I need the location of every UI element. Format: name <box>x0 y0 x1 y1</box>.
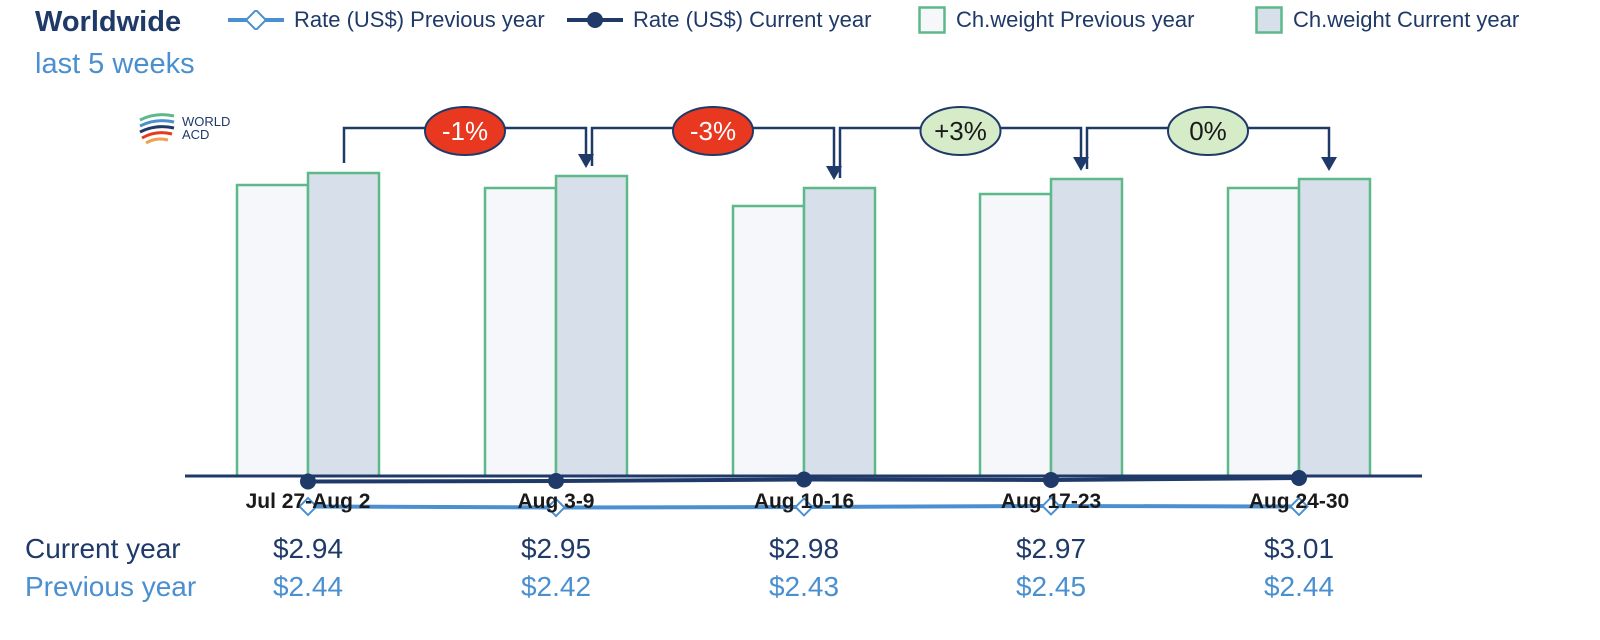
bar-weight-current <box>1297 177 1372 478</box>
bar-weight-previous <box>731 204 806 478</box>
logo-text-acd: ACD <box>182 127 210 142</box>
x-tick-labels: Jul 27-Aug 2 Aug 3-9 Aug 10-16 Aug 17-23 Aug… <box>246 490 1350 513</box>
change-badge-label: +3% <box>934 116 987 146</box>
point-rate-previous <box>1289 496 1309 517</box>
bar-weight-current <box>554 174 629 478</box>
chart-title: Worldwide <box>35 6 182 38</box>
bar-layer <box>235 171 1372 478</box>
rate-previous-value: $2.44 <box>1263 571 1335 602</box>
point-rate-current <box>1291 470 1307 486</box>
down-arrow-icon <box>1321 157 1337 171</box>
legend-label: Rate (US$) Current year <box>633 7 872 32</box>
bar-swatch-icon <box>918 6 946 34</box>
bar-weight-previous <box>1226 186 1301 478</box>
point-rate-previous <box>546 497 566 518</box>
change-badge-label: -3% <box>690 116 736 146</box>
rate-current-value: $3.01 <box>1263 533 1335 564</box>
x-tick-label: Aug 10-16 <box>754 490 854 513</box>
change-bracket-layer: -1% -3% +3% 0% <box>342 106 1337 180</box>
point-rate-previous <box>794 497 814 517</box>
line-circle-marker-icon <box>567 12 623 28</box>
row-label-previous-year: Previous year <box>25 571 197 602</box>
point-rate-current <box>1043 472 1059 488</box>
down-arrow-icon <box>826 166 842 180</box>
world-acd-logo-icon <box>139 113 175 145</box>
bar-weight-previous <box>483 186 558 478</box>
change-badge <box>672 106 754 156</box>
down-arrow-icon <box>1073 157 1089 171</box>
bar-swatch-icon <box>1255 6 1283 34</box>
x-tick-label: Jul 27-Aug 2 <box>246 490 371 513</box>
bar-weight-current <box>306 171 381 478</box>
change-badge-label: -1% <box>442 116 488 146</box>
rate-previous-value: $2.45 <box>1015 571 1087 602</box>
x-tick-label: Aug 3-9 <box>517 490 594 513</box>
legend-item-rate-current: Rate (US$) Current year <box>567 6 871 34</box>
combo-chart: -1% -3% +3% 0% Jul 27-Aug 2 Aug 3-9 Aug 10-16… <box>185 106 1422 518</box>
change-badge <box>919 106 1002 156</box>
point-rate-previous <box>298 496 318 517</box>
bar-weight-current <box>1049 177 1124 478</box>
line-layer <box>298 470 1309 518</box>
logo-text-world: WORLD <box>182 114 231 129</box>
change-badge <box>424 106 506 156</box>
down-arrow-icon <box>578 154 594 168</box>
world-acd-logo: WORLD ACD <box>138 110 230 146</box>
line-diamond-marker-icon <box>228 10 284 30</box>
legend-label: Ch.weight Previous year <box>956 7 1195 32</box>
bar-weight-previous <box>235 183 310 478</box>
rate-current-value: $2.97 <box>1015 533 1087 564</box>
x-tick-label: Aug 24-30 <box>1249 490 1349 513</box>
point-rate-previous <box>1041 496 1061 516</box>
bar-weight-previous <box>978 192 1053 478</box>
legend-item-weight-previous: Ch.weight Previous year <box>918 6 1194 34</box>
change-badge-label: 0% <box>1189 116 1227 146</box>
rate-previous-value: $2.42 <box>520 571 592 602</box>
legend-item-weight-current: Ch.weight Current year <box>1255 6 1519 34</box>
rate-current-value: $2.94 <box>272 533 344 564</box>
bar-weight-current <box>802 186 877 478</box>
legend-item-rate-previous: Rate (US$) Previous year <box>228 6 545 34</box>
rate-previous-value: $2.43 <box>768 571 840 602</box>
legend-label: Ch.weight Current year <box>1293 7 1520 32</box>
legend-label: Rate (US$) Previous year <box>294 7 545 32</box>
rate-current-value: $2.95 <box>520 533 592 564</box>
rate-previous-value: $2.44 <box>272 571 344 602</box>
row-label-current-year: Current year <box>25 533 181 564</box>
chart-subtitle: last 5 weeks <box>35 48 195 80</box>
x-tick-label: Aug 17-23 <box>1001 490 1101 513</box>
rate-current-value: $2.98 <box>768 533 840 564</box>
change-badge <box>1167 106 1249 156</box>
point-rate-current <box>796 471 812 488</box>
